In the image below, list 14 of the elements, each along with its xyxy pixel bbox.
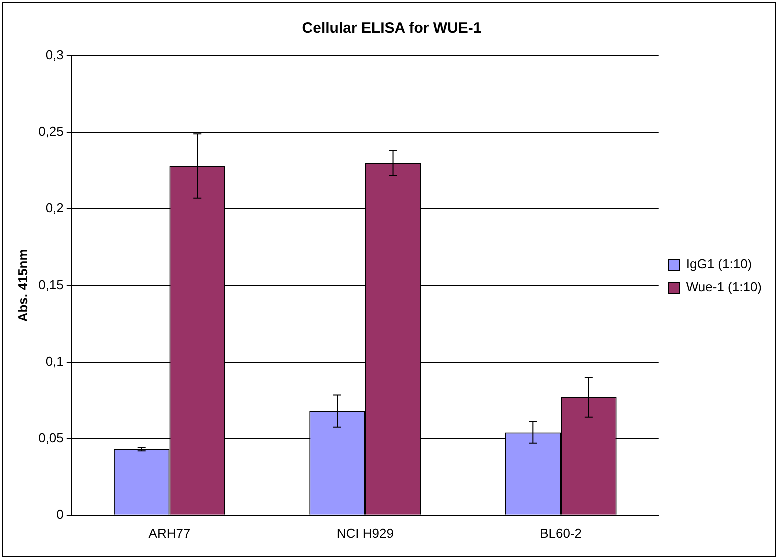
y-tick-label: 0,05 <box>38 430 64 446</box>
y-tick-label: 0,2 <box>46 200 64 216</box>
y-tick-label: 0,3 <box>46 48 64 63</box>
y-tick-label: 0,25 <box>38 124 64 140</box>
legend-label: IgG1 (1:10) <box>686 256 752 272</box>
x-tick-label: BL60-2 <box>540 526 582 541</box>
chart-title: Cellular ELISA for WUE-1 <box>302 20 482 38</box>
x-tick-label: ARH77 <box>148 526 191 541</box>
y-axis-title: Abs. 415nm <box>15 249 30 322</box>
y-tick-label: 0,1 <box>46 354 64 369</box>
y-tick-label: 0,15 <box>38 277 64 292</box>
legend-label: Wue-1 (1:10) <box>686 280 762 295</box>
x-tick-label: NCI H929 <box>336 526 394 541</box>
y-tick-label: 0 <box>56 506 64 522</box>
